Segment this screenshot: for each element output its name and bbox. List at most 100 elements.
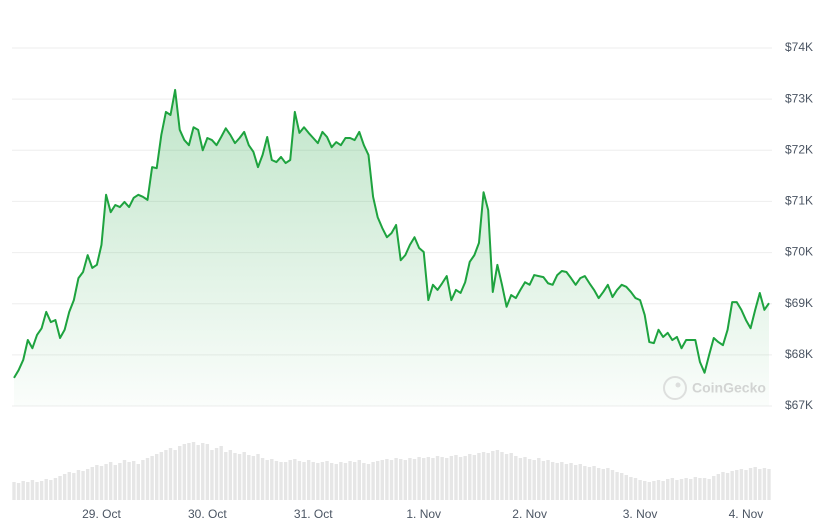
volume-bar bbox=[352, 462, 357, 500]
volume-bar bbox=[661, 481, 665, 500]
volume-bar bbox=[707, 479, 711, 500]
volume-bar bbox=[44, 479, 48, 500]
volume-bar bbox=[127, 462, 131, 500]
x-tick-label: 1. Nov bbox=[406, 507, 441, 521]
x-tick-label: 3. Nov bbox=[623, 507, 658, 521]
volume-bar bbox=[12, 482, 16, 500]
volume-bar bbox=[537, 458, 541, 500]
watermark-logo bbox=[663, 376, 687, 400]
volume-bar bbox=[721, 472, 725, 500]
volume-bar bbox=[164, 450, 168, 500]
volume-bar bbox=[293, 459, 297, 500]
volume-bar bbox=[99, 466, 104, 500]
volume-bar bbox=[546, 460, 550, 500]
volume-bar bbox=[155, 454, 159, 500]
volume-bar bbox=[739, 469, 744, 500]
volume-bar bbox=[463, 456, 467, 500]
price-line-layer bbox=[13, 88, 770, 379]
volume-bar bbox=[647, 482, 652, 500]
volume-bar bbox=[735, 470, 739, 500]
volume-bar bbox=[122, 460, 127, 500]
volume-bar bbox=[81, 471, 85, 500]
volume-bar bbox=[274, 461, 279, 500]
volume-bar bbox=[394, 458, 398, 500]
volume-bar bbox=[408, 458, 412, 500]
volume-bar bbox=[642, 481, 647, 500]
price-area bbox=[14, 89, 769, 406]
volume-bar bbox=[201, 443, 205, 500]
volume-bar bbox=[26, 482, 30, 500]
volume-bar bbox=[569, 463, 573, 500]
volume-bar bbox=[237, 454, 242, 500]
volume-bar bbox=[159, 452, 164, 500]
volume-bar bbox=[357, 460, 361, 500]
watermark: CoinGecko bbox=[663, 376, 766, 400]
volume-bar bbox=[375, 461, 380, 500]
volume-bar bbox=[716, 474, 721, 500]
volume-bar bbox=[141, 460, 145, 500]
volume-bar bbox=[108, 462, 113, 500]
volume-bar bbox=[343, 463, 348, 500]
volume-bar bbox=[426, 457, 431, 500]
y-tick-label: $71K bbox=[785, 194, 813, 208]
volume-bar bbox=[666, 479, 670, 500]
volume-bar bbox=[182, 444, 187, 500]
volume-bar bbox=[173, 450, 177, 500]
volume-bar bbox=[753, 467, 757, 500]
y-tick-label: $70K bbox=[785, 245, 813, 259]
volume-bar bbox=[348, 461, 352, 500]
volume-bar bbox=[150, 456, 154, 500]
volume-bar bbox=[500, 452, 504, 500]
volume-bar bbox=[454, 455, 458, 500]
volume-bar bbox=[468, 454, 472, 500]
volume-bar bbox=[403, 460, 408, 500]
volume-bar bbox=[758, 469, 762, 500]
volume-bar bbox=[214, 448, 219, 500]
volume-bar bbox=[104, 464, 108, 500]
volume-bar bbox=[587, 467, 592, 500]
volume-bar bbox=[541, 461, 546, 500]
volume-bar bbox=[311, 462, 315, 500]
volume-bar bbox=[256, 454, 260, 500]
volume-bar bbox=[136, 464, 141, 500]
volume-bar bbox=[509, 453, 513, 500]
volume-bar bbox=[629, 477, 633, 500]
y-tick-label: $67K bbox=[785, 398, 813, 412]
volume-bar bbox=[458, 457, 463, 500]
volume-bar bbox=[610, 470, 615, 500]
volume-bar bbox=[422, 458, 426, 500]
volume-bar bbox=[652, 481, 656, 500]
volume-bar bbox=[62, 474, 67, 500]
volume-bar bbox=[684, 478, 688, 500]
volume-bar bbox=[72, 473, 76, 500]
volume-bar bbox=[131, 461, 136, 500]
volume-bar bbox=[633, 478, 638, 500]
volume-bar bbox=[615, 472, 619, 500]
volume-bar bbox=[440, 457, 444, 500]
volume-bar bbox=[210, 450, 214, 500]
volume-bar bbox=[435, 456, 440, 500]
volume-bar bbox=[362, 463, 366, 500]
volume-bar bbox=[449, 456, 454, 500]
y-tick-label: $74K bbox=[785, 40, 813, 54]
volume-bar bbox=[233, 453, 237, 500]
volume-bar bbox=[371, 462, 375, 500]
volume-bar bbox=[265, 460, 269, 500]
watermark-text: CoinGecko bbox=[692, 380, 766, 396]
volume-bar bbox=[389, 460, 394, 500]
volume-bar bbox=[725, 473, 730, 500]
y-tick-label: $68K bbox=[785, 347, 813, 361]
price-line bbox=[13, 88, 770, 379]
volume-bar bbox=[325, 461, 329, 500]
volume-bar bbox=[16, 483, 21, 500]
volume-bar bbox=[693, 477, 698, 500]
volume-bar bbox=[380, 460, 384, 500]
volume-bar bbox=[762, 468, 767, 500]
watermark-logo-eye bbox=[675, 382, 681, 388]
volume-bar bbox=[555, 463, 559, 500]
volume-bar bbox=[523, 457, 527, 500]
volume-bar bbox=[730, 471, 734, 500]
volume-bar bbox=[527, 459, 532, 500]
